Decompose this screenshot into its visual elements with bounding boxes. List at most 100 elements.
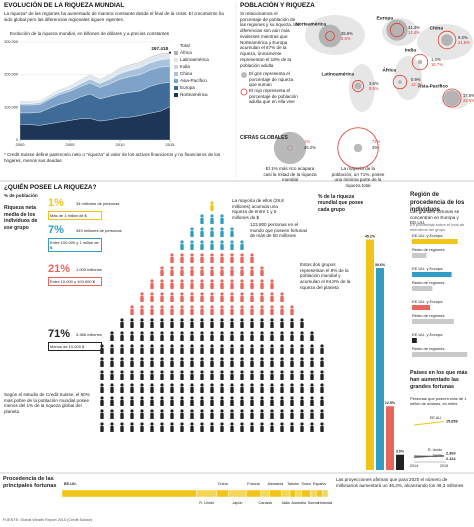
person-head <box>160 422 164 426</box>
person-body <box>120 361 124 367</box>
person-body <box>140 309 144 315</box>
y-tick-label: 200.000 <box>4 73 18 77</box>
person-head <box>160 305 164 309</box>
population-label: 8.5% <box>369 86 379 91</box>
person-body <box>320 426 324 432</box>
population-label: 22.5% <box>463 98 474 103</box>
person-head <box>200 214 204 218</box>
person-head <box>290 318 294 322</box>
person-head <box>230 383 234 387</box>
person-body <box>120 400 124 406</box>
group-note: 123.800 personas en el mundo que poseen … <box>250 222 308 239</box>
person-body <box>160 283 164 289</box>
person-body <box>220 387 224 393</box>
person-head <box>240 279 244 283</box>
wealth-label: 31.4% <box>408 25 420 30</box>
country-label: Australia <box>291 501 307 505</box>
person-body <box>280 400 284 406</box>
person-head <box>250 279 254 283</box>
person-head <box>210 201 214 205</box>
section-subtitle: Las grandes fortunas se concentran en Eu… <box>410 209 460 226</box>
person-body <box>190 231 194 237</box>
person-head <box>200 292 204 296</box>
person-body <box>220 257 224 263</box>
person-head <box>280 331 284 335</box>
person-head <box>270 331 274 335</box>
person-head <box>110 331 114 335</box>
person-head <box>230 253 234 257</box>
person-body <box>110 387 114 393</box>
person-head <box>260 396 264 400</box>
person-body <box>190 348 194 354</box>
person-head <box>210 253 214 257</box>
series-name: R. Unido <box>428 448 442 452</box>
person-body <box>280 296 284 302</box>
person-body <box>270 296 274 302</box>
person-head <box>120 396 124 400</box>
region-name: Europa <box>376 15 393 21</box>
person-body <box>240 335 244 341</box>
person-body <box>300 374 304 380</box>
region-bar-label: Resto de regiones <box>412 313 444 318</box>
person-body <box>110 400 114 406</box>
person-body <box>260 374 264 380</box>
person-body <box>270 400 274 406</box>
person-head <box>270 292 274 296</box>
person-body <box>190 335 194 341</box>
person-head <box>190 292 194 296</box>
person-head <box>210 318 214 322</box>
person-body <box>140 361 144 367</box>
legend-swatch <box>174 79 178 83</box>
legend-swatch <box>174 51 178 55</box>
share-segment <box>228 489 247 498</box>
country-label: EE.UU. <box>64 482 77 486</box>
person-body <box>290 387 294 393</box>
person-body <box>180 348 184 354</box>
share-heading: % de la riqueza mundial que posee cada g… <box>318 194 364 213</box>
person-body <box>240 309 244 315</box>
person-head <box>190 279 194 283</box>
person-head <box>110 370 114 374</box>
country-label: China <box>218 482 229 486</box>
legend-label: Norteamérica <box>180 92 208 97</box>
person-head <box>200 409 204 413</box>
person-head <box>240 344 244 348</box>
section-title: Procedencia de las principales fortunas <box>3 476 57 489</box>
person-body <box>230 309 234 315</box>
section-title: ¿QUIÉN POSEE LA RIQUEZA? <box>4 184 97 191</box>
person-head <box>230 396 234 400</box>
person-head <box>200 305 204 309</box>
share-segment <box>269 489 282 498</box>
legend-label: Europa <box>180 85 195 90</box>
person-body <box>250 257 254 263</box>
legend-swatch <box>174 65 178 69</box>
person-body <box>220 426 224 432</box>
person-body <box>130 335 134 341</box>
person-body <box>220 361 224 367</box>
person-body <box>260 296 264 302</box>
y-tick-label: 300.000 <box>4 40 18 44</box>
person-head <box>200 331 204 335</box>
person-head <box>310 409 314 413</box>
region-bar <box>412 352 468 357</box>
group-people: 349 millones de personas <box>76 228 122 233</box>
person-head <box>310 383 314 387</box>
person-body <box>150 426 154 432</box>
person-head <box>200 370 204 374</box>
person-body <box>200 374 204 380</box>
person-head <box>100 383 104 387</box>
person-body <box>260 283 264 289</box>
person-body <box>290 309 294 315</box>
person-head <box>320 409 324 413</box>
section-title: Región de procedencia de los individuos <box>410 192 465 213</box>
person-body <box>270 426 274 432</box>
person-body <box>170 426 174 432</box>
person-head <box>150 383 154 387</box>
person-body <box>240 257 244 263</box>
person-body <box>310 335 314 341</box>
person-body <box>160 413 164 419</box>
legend-label: India <box>180 64 190 69</box>
person-head <box>160 266 164 270</box>
person-head <box>260 422 264 426</box>
person-head <box>180 279 184 283</box>
